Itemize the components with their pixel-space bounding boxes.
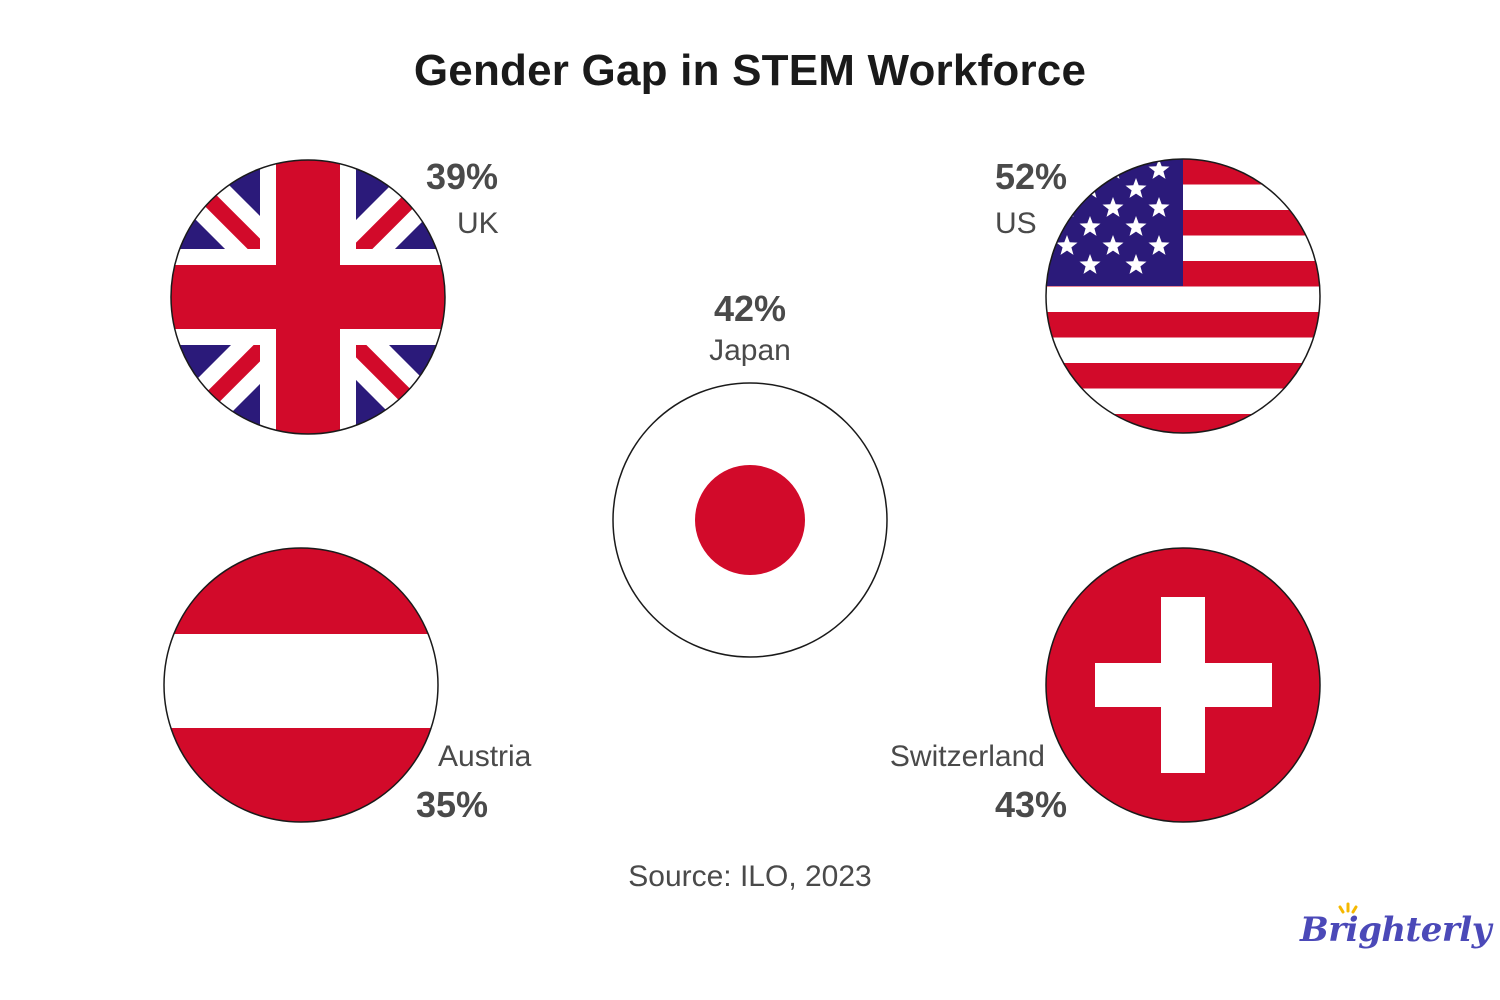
logo-text: Brighterly — [1300, 910, 1491, 950]
japan-flag-icon — [612, 382, 888, 658]
switzerland-flag-icon — [1046, 548, 1320, 822]
source-note: Source: ILO, 2023 — [628, 860, 872, 893]
uk-label: UK — [457, 207, 499, 240]
us-flag-icon — [1046, 159, 1320, 433]
uk-flag-icon — [171, 160, 445, 434]
brand-logo: Brighterly — [1300, 900, 1491, 960]
sun-icon — [1338, 902, 1358, 914]
austria-value: 35% — [416, 784, 489, 825]
austria-label: Austria — [438, 740, 532, 773]
japan-label: Japan — [709, 334, 791, 367]
us-label: US — [995, 207, 1037, 240]
us-value: 52% — [995, 156, 1068, 197]
japan-value: 42% — [713, 288, 787, 329]
switzerland-label: Switzerland — [889, 740, 1045, 773]
switzerland-value: 43% — [994, 784, 1067, 825]
uk-value: 39% — [426, 156, 499, 197]
page-title: Gender Gap in STEM Workforce — [413, 46, 1087, 95]
